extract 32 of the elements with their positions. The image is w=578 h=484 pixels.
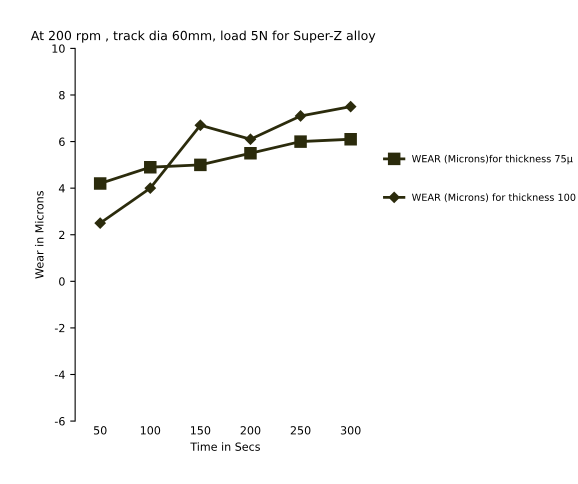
y-tick-label: -2 bbox=[54, 324, 64, 332]
x-tick-label: 50 bbox=[94, 426, 107, 435]
point bbox=[144, 182, 156, 194]
x-tick-label: 150 bbox=[190, 426, 210, 435]
x-tick-label: 300 bbox=[340, 426, 361, 435]
y-axis-title: Wear in Microns bbox=[34, 191, 44, 279]
chart-title: At 200 rpm , track dia 60mm, load 5N for Super-Z alloy bbox=[30, 30, 376, 43]
y-tick-label: 2 bbox=[59, 230, 64, 239]
x-tick-label: 100 bbox=[140, 426, 160, 435]
y-tick-label: 10 bbox=[52, 44, 65, 53]
point bbox=[94, 217, 106, 229]
point bbox=[244, 146, 257, 160]
y-tick-label: 0 bbox=[59, 277, 65, 286]
y-tick-label: 4 bbox=[58, 184, 65, 192]
y-tick-label: 8 bbox=[59, 90, 65, 100]
legend-label: WEAR (Microns)for thickness 75µ bbox=[412, 154, 573, 164]
point bbox=[194, 158, 207, 172]
point bbox=[344, 132, 357, 146]
y-tick-label: -4 bbox=[54, 370, 65, 379]
point bbox=[294, 135, 307, 148]
point bbox=[244, 134, 256, 145]
y-tick-label: 6 bbox=[59, 138, 65, 146]
point bbox=[94, 177, 106, 190]
legend-label: WEAR (Microns) for thickness 100 bbox=[412, 193, 576, 202]
x-axis-title: Time in Secs bbox=[190, 442, 260, 451]
point bbox=[345, 101, 356, 112]
point bbox=[194, 120, 206, 131]
point bbox=[144, 160, 157, 174]
y-tick-label: -6 bbox=[54, 417, 65, 426]
x-tick-label: 200 bbox=[240, 426, 260, 435]
x-tick-label: 250 bbox=[290, 426, 310, 435]
point bbox=[294, 110, 306, 122]
